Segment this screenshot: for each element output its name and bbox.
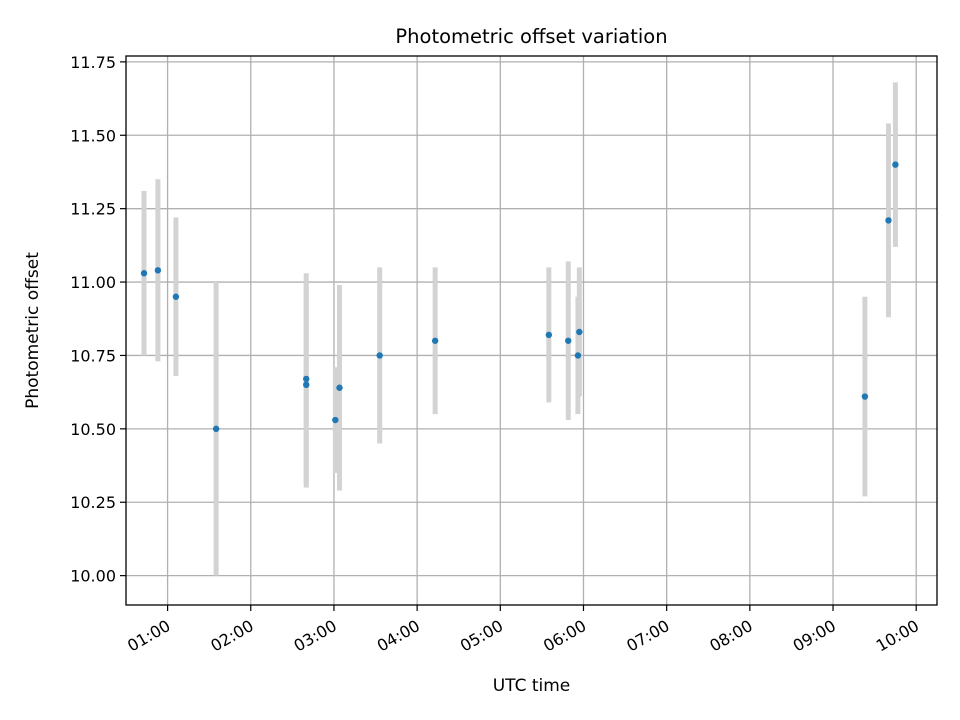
y-axis-label: Photometric offset (23, 252, 43, 409)
data-point (303, 375, 310, 383)
data-point (336, 384, 343, 391)
y-tick-label: 10.25 (70, 493, 116, 512)
y-tick-label: 10.50 (70, 420, 116, 439)
data-point (431, 337, 439, 344)
data-point (172, 293, 180, 300)
data-point (332, 416, 339, 424)
y-tick-label: 11.75 (70, 53, 116, 72)
data-point (565, 337, 572, 344)
data-point (885, 217, 892, 224)
plot-area-frame (125, 55, 938, 606)
grid (126, 56, 937, 605)
y-tick-label: 10.75 (70, 346, 116, 365)
data-point (545, 331, 553, 339)
data-points (140, 161, 899, 433)
y-tick-label: 11.50 (70, 126, 116, 145)
data-point (892, 161, 899, 168)
y-tick-label: 11.00 (70, 273, 116, 292)
chart-title: Photometric offset variation (395, 25, 667, 48)
y-tick-label: 10.00 (70, 567, 116, 586)
data-point (140, 270, 148, 277)
data-point (574, 352, 582, 359)
x-axis-label: UTC time (493, 676, 571, 696)
y-tick-label: 11.25 (70, 200, 116, 219)
y-axis-ticks: 10.00 10.25 10.50 10.75 11.00 11.25 11.50 11.75 (70, 53, 126, 586)
data-point (861, 393, 869, 400)
data-point (212, 425, 220, 433)
data-point (576, 328, 583, 336)
data-point (303, 381, 310, 389)
data-point (376, 352, 383, 359)
data-point (154, 267, 162, 274)
